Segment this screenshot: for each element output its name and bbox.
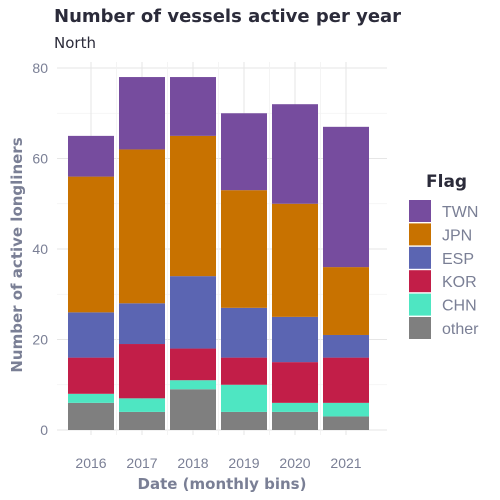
x-tick-label: 2020 [279, 455, 310, 471]
legend-swatch-jpn [409, 223, 431, 246]
bar-segment-jpn-2017 [119, 149, 165, 304]
legend-label-esp: ESP [442, 251, 474, 268]
bar-segment-chn-2017 [119, 398, 165, 412]
bars [68, 77, 369, 430]
legend-title: Flag [426, 172, 467, 192]
y-tick-label: 0 [40, 422, 48, 438]
bar-segment-twn-2019 [221, 113, 267, 191]
bar-segment-kor-2016 [68, 357, 114, 394]
bar-segment-jpn-2020 [272, 203, 318, 317]
bar-segment-esp-2017 [119, 303, 165, 345]
bar-segment-other-2016 [68, 402, 114, 430]
legend-label-chn: CHN [442, 298, 477, 315]
bar-segment-chn-2018 [170, 380, 216, 390]
bar-segment-other-2021 [323, 416, 369, 430]
bar-segment-twn-2020 [272, 104, 318, 204]
bar-segment-twn-2017 [119, 77, 165, 150]
bar-segment-other-2019 [221, 411, 267, 430]
bar-segment-esp-2019 [221, 307, 267, 358]
bar-segment-esp-2018 [170, 276, 216, 349]
chart-subtitle: North [54, 34, 96, 52]
legend: Flag TWN JPN ESP KOR CHN other [409, 172, 479, 339]
x-tick-label: 2017 [126, 455, 157, 471]
y-tick-label: 20 [32, 332, 48, 348]
y-tick-label: 60 [32, 151, 48, 167]
y-axis-title: Number of active longliners [8, 137, 26, 372]
x-tick-label: 2021 [330, 455, 361, 471]
y-tick-label: 80 [32, 60, 48, 76]
bar-segment-chn-2020 [272, 402, 318, 412]
legend-swatch-twn [409, 200, 431, 222]
bar-segment-chn-2021 [323, 402, 369, 417]
x-tick-label: 2019 [228, 455, 259, 471]
bar-segment-kor-2020 [272, 362, 318, 403]
bar-segment-other-2020 [272, 411, 318, 430]
legend-swatch-esp [409, 246, 431, 269]
legend-label-jpn: JPN [442, 227, 472, 244]
chart-title: Number of vessels active per year [54, 6, 402, 27]
bar-segment-jpn-2021 [323, 267, 369, 335]
legend-swatch-other [409, 317, 431, 339]
legend-swatch-chn [409, 293, 431, 316]
legend-label-other: other [442, 321, 479, 338]
bar-segment-other-2018 [170, 389, 216, 430]
bar-segment-kor-2019 [221, 357, 267, 385]
bar-segment-esp-2020 [272, 316, 318, 363]
legend-label-kor: KOR [442, 274, 477, 291]
bar-segment-chn-2019 [221, 384, 267, 412]
bar-segment-jpn-2018 [170, 135, 216, 277]
bar-segment-twn-2016 [68, 135, 114, 177]
y-tick-label: 40 [32, 241, 48, 257]
x-axis-title: Date (monthly bins) [138, 475, 307, 493]
bar-segment-esp-2016 [68, 312, 114, 358]
bar-segment-esp-2021 [323, 334, 369, 358]
bar-segment-kor-2017 [119, 344, 165, 399]
bar-segment-twn-2021 [323, 126, 369, 268]
legend-swatch-kor [409, 270, 431, 293]
bar-segment-twn-2018 [170, 77, 216, 136]
bar-segment-jpn-2016 [68, 176, 114, 313]
bar-segment-chn-2016 [68, 393, 114, 403]
bar-segment-kor-2018 [170, 348, 216, 381]
x-tick-label: 2018 [177, 455, 208, 471]
bar-segment-jpn-2019 [221, 190, 267, 308]
bar-segment-other-2017 [119, 411, 165, 430]
x-tick-label: 2016 [75, 455, 106, 471]
bar-segment-kor-2021 [323, 357, 369, 403]
legend-label-twn: TWN [442, 204, 478, 221]
